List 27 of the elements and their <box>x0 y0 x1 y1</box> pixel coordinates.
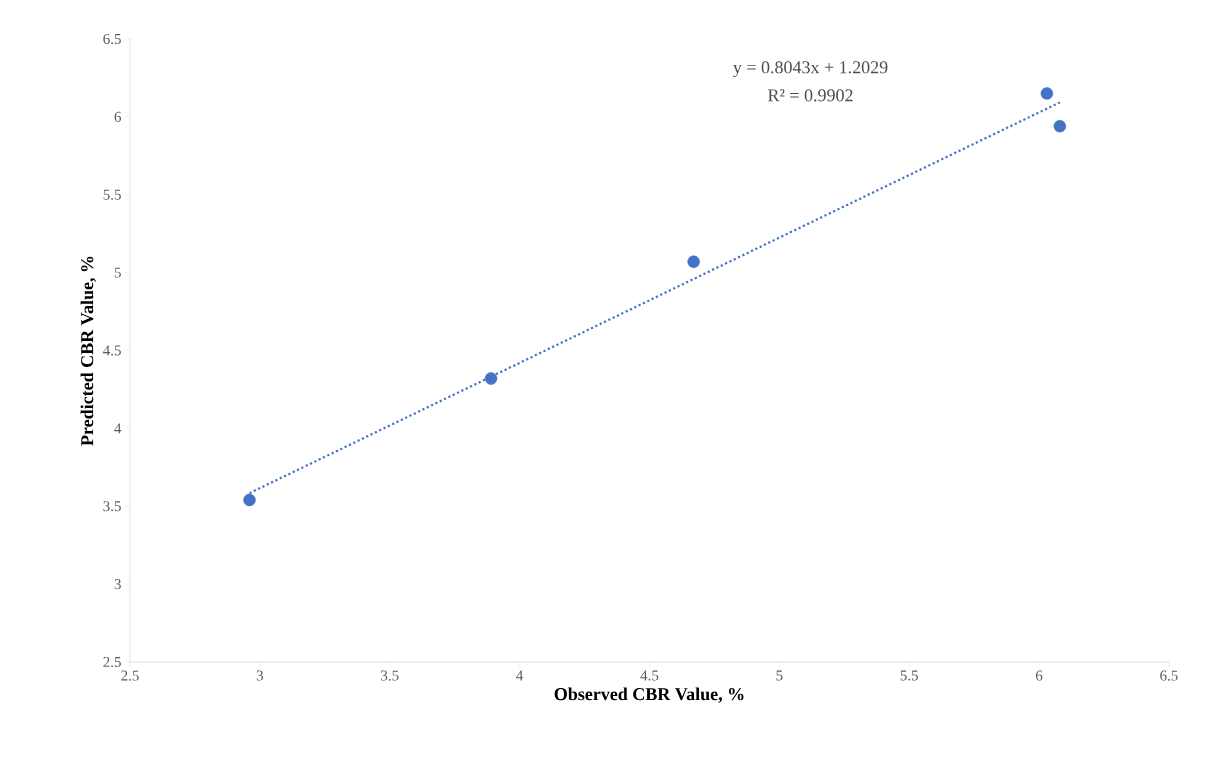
x-axis-title: Observed CBR Value, % <box>554 687 744 703</box>
annotation: y = 0.8043x + 1.2029 <box>733 61 888 78</box>
y-tick-label: 6.5 <box>103 33 121 45</box>
point <box>1053 120 1067 133</box>
x-tick-label: 3.5 <box>381 670 399 681</box>
annotation: R² = 0.9902 <box>768 89 853 102</box>
x-tick-label: 5.5 <box>900 670 918 681</box>
x-tick-label: 2.5 <box>121 670 139 681</box>
x-tick-label: 6 <box>1035 670 1043 681</box>
y-tick-label: 2.5 <box>103 656 121 668</box>
point <box>484 372 498 385</box>
point <box>243 493 256 507</box>
y-tick-label: 3.5 <box>103 501 121 512</box>
y-axis-title: Predicted CBR Value, % <box>80 256 96 446</box>
x-tick-label: 5 <box>776 670 783 681</box>
x-tick-label: 4.5 <box>640 670 659 681</box>
x-tick-label: 6.5 <box>1160 670 1178 681</box>
y-tick-label: 3 <box>114 579 121 590</box>
y-tick-label: 4.5 <box>103 345 121 356</box>
point <box>1040 87 1054 100</box>
y-tick-label: 5 <box>114 267 121 278</box>
point <box>687 255 700 268</box>
x-tick-label: 3 <box>256 670 264 681</box>
y-tick-label: 4 <box>114 423 122 434</box>
y-tick-label: 5.5 <box>103 189 121 200</box>
y-tick-label: 6 <box>114 111 122 122</box>
x-tick-label: 4 <box>516 670 524 681</box>
